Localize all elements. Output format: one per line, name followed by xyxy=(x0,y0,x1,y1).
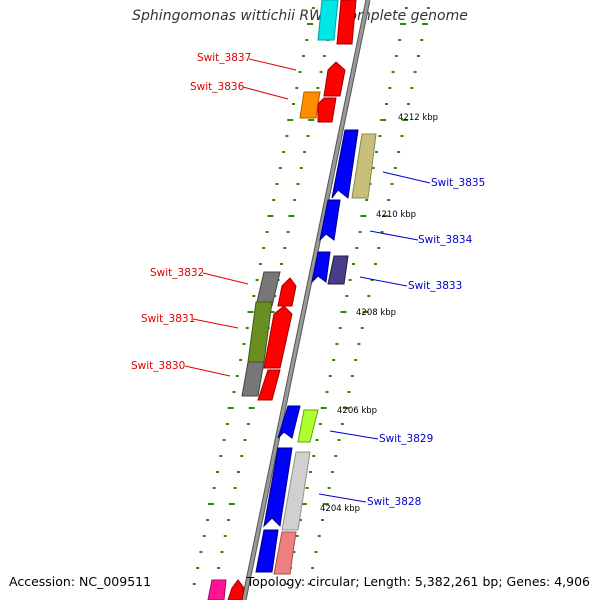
gene-feature-swit-3829-lime xyxy=(297,409,319,443)
scale-label-4208: 4208 kbp xyxy=(356,308,396,318)
gene-feature-magenta-bottom xyxy=(207,579,227,600)
gene-feature-swit-3834 xyxy=(319,199,341,242)
gene-label-swit-3835: Swit_3835 xyxy=(431,177,485,189)
backbone xyxy=(241,0,371,600)
scale-label-4206: 4206 kbp xyxy=(337,406,377,416)
gene-feature-red-bottom xyxy=(227,579,245,600)
gene-feature-swit-3837 xyxy=(323,61,346,97)
map-title: Sphingomonas wittichii RW1, complete gen… xyxy=(132,8,468,24)
gene-label-swit-3832: Swit_3832 xyxy=(150,267,204,279)
gene-feature-swit-3833-blue xyxy=(311,251,331,284)
gene-feature-swit-3828-grey xyxy=(281,451,311,531)
gene-label-swit-3833: Swit_3833 xyxy=(408,280,462,292)
gene-feature-pink-bottom xyxy=(273,531,297,575)
gene-feature-swit-3836-red xyxy=(317,97,337,123)
gene-feature-swit-3829-blue xyxy=(277,405,301,439)
gene-feature-blue-bottom xyxy=(255,529,279,573)
gene-label-swit-3837: Swit_3837 xyxy=(197,52,251,64)
gene-feature-swit-3833-slate xyxy=(327,255,349,285)
gene-features xyxy=(207,0,377,600)
tick-guides xyxy=(192,7,430,585)
gene-feature-red-top xyxy=(336,0,357,45)
gene-label-swit-3836: Swit_3836 xyxy=(190,81,245,93)
gene-feature-red-lower xyxy=(257,369,281,401)
gene-feature-red-middle xyxy=(263,305,293,369)
gene-label-swit-3834: Swit_3834 xyxy=(418,234,473,246)
scale-label-4204: 4204 kbp xyxy=(320,504,360,514)
gene-feature-swit-3835-khaki xyxy=(351,133,377,199)
gene-feature-swit-3832-grey xyxy=(255,271,281,307)
gene-feature-swit-3830-grey xyxy=(241,361,265,397)
scale-label-4212: 4212 kbp xyxy=(398,113,438,123)
gene-label-swit-3828: Swit_3828 xyxy=(367,496,421,508)
gene-feature-swit-3835-blue xyxy=(331,129,359,199)
gene-label-swit-3831: Swit_3831 xyxy=(141,313,195,325)
gene-feature-swit-3828-blue xyxy=(263,447,293,528)
gene-feature-red-upper xyxy=(277,277,297,307)
gene-label-swit-3829: Swit_3829 xyxy=(379,433,433,445)
scale-label-4210: 4210 kbp xyxy=(376,210,416,220)
gene-label-swit-3830: Swit_3830 xyxy=(131,360,185,372)
topology-label: Topology: circular; Length: 5,382,261 bp… xyxy=(246,574,590,589)
label-connectors xyxy=(184,58,431,503)
accession-label: Accession: NC_009511 xyxy=(9,574,152,589)
gene-feature-swit-3836-orange xyxy=(299,91,321,119)
gene-feature-cyan xyxy=(317,0,339,41)
